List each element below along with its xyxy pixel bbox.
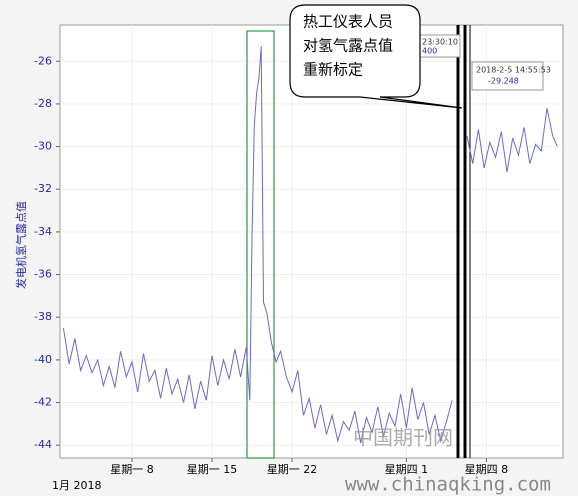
tooltip-text: 23:30:10 [422, 38, 458, 47]
y-tick-label: -40 [34, 353, 52, 366]
watermark: 中国期刊网 [353, 426, 453, 450]
y-tick-label: -36 [34, 268, 52, 281]
x-tick-label: 星期一 8 [110, 463, 154, 476]
data-line [62, 46, 558, 444]
tooltip-text: 400 [422, 47, 437, 56]
callout-text: 对氢气露点值 [303, 37, 393, 55]
tooltip-text: -29.248 [488, 77, 519, 86]
x-tick-label: 星期一 15 [187, 463, 238, 476]
y-tick-label: -44 [34, 438, 52, 451]
tooltip-box [471, 61, 544, 91]
y-tick-label: -26 [34, 54, 52, 67]
x-tick-label: 星期四 1 [385, 463, 429, 476]
y-tick-label: -30 [34, 140, 52, 153]
callout-bubble [289, 4, 463, 109]
callout-text: 热工仪表人员 [303, 13, 393, 31]
y-tick-label: -42 [34, 396, 52, 409]
highlight-box [246, 30, 275, 459]
marks [62, 46, 558, 444]
y-axis-label: 发电机氢气露点值 [14, 201, 28, 289]
y-tick-label: -38 [34, 310, 52, 323]
callout-text: 重新标定 [303, 61, 363, 79]
x-tick-label: 星期一 22 [267, 463, 318, 476]
y-tick-label: -28 [34, 97, 52, 110]
y-tick-label: -32 [34, 182, 52, 195]
x-tick-label: 星期四 8 [465, 463, 509, 476]
tooltip-text: 2018-2-5 14:55:53 [476, 66, 551, 75]
x-axis-label: 1月 2018 [52, 479, 102, 492]
watermark: www.chinaqking.com [345, 474, 551, 496]
y-tick-label: -34 [34, 225, 52, 238]
